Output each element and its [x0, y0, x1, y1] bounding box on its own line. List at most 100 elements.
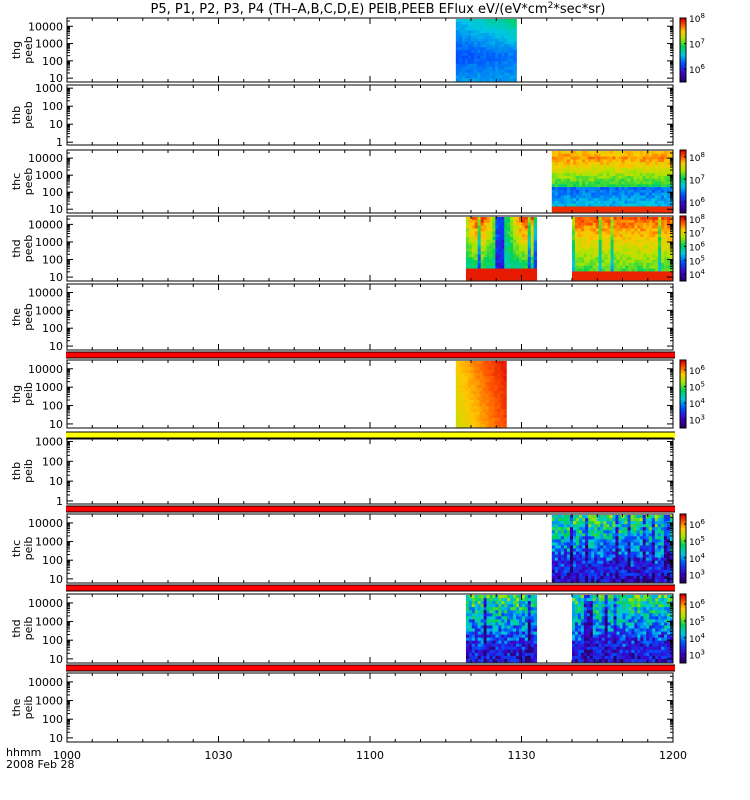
heatmap-cell — [610, 242, 614, 247]
heatmap-cell — [495, 24, 499, 28]
heatmap-cell — [458, 424, 463, 428]
heatmap-cell — [630, 536, 635, 540]
heatmap-cell — [488, 397, 492, 401]
heatmap-cell — [594, 206, 598, 210]
heatmap-cell — [458, 35, 463, 40]
heatmap-cell — [667, 231, 671, 235]
heatmap-cell — [628, 239, 632, 244]
heatmap-cell — [630, 551, 635, 555]
heatmap-cell — [646, 225, 650, 229]
heatmap-cell — [633, 187, 638, 191]
heatmap-cell — [655, 248, 659, 252]
heatmap-cell — [636, 187, 641, 191]
heatmap-cell — [503, 388, 507, 392]
heatmap-cell — [495, 47, 499, 51]
heatmap-cell — [486, 24, 490, 28]
heatmap-cell — [610, 222, 614, 226]
colorbar-tick-exponent: 5 — [700, 254, 704, 262]
heatmap-cell — [657, 563, 662, 568]
colorbar-swatch — [680, 58, 686, 61]
heatmap-cell — [609, 521, 613, 525]
heatmap-cell — [654, 572, 659, 577]
heatmap-cell — [625, 271, 629, 275]
heatmap-cell — [651, 198, 656, 202]
heatmap-cell — [510, 66, 514, 71]
heatmap-cell — [518, 274, 523, 278]
heatmap-cell — [651, 178, 656, 182]
heatmap-cell — [476, 364, 481, 368]
heatmap-cell — [600, 569, 604, 574]
heatmap-cell — [473, 367, 478, 371]
heatmap-cell — [503, 397, 507, 401]
heatmap-cell — [594, 578, 598, 583]
heatmap-cell — [654, 206, 659, 210]
heatmap-cell — [636, 539, 641, 543]
heatmap-cell — [601, 257, 606, 261]
heatmap-cell — [616, 251, 620, 255]
heatmap-cell — [615, 536, 619, 540]
heatmap-cell — [630, 192, 635, 196]
heatmap-cell — [663, 153, 668, 157]
heatmap-cell — [474, 55, 478, 59]
heatmap-cell — [513, 58, 517, 62]
heatmap-cell — [622, 242, 626, 247]
heatmap-cell — [636, 524, 641, 528]
heatmap-cell — [588, 557, 592, 562]
heatmap-cell — [477, 242, 482, 247]
heatmap-cell — [501, 78, 505, 82]
heatmap-cell — [495, 78, 499, 82]
heatmap-cell — [630, 200, 635, 205]
heatmap-cell — [488, 373, 492, 377]
heatmap-cell — [628, 242, 632, 247]
heatmap-cell — [554, 181, 559, 185]
heatmap-cell — [657, 175, 662, 180]
heatmap-cell — [573, 554, 577, 559]
heatmap-cell — [654, 195, 659, 199]
heatmap-cell — [660, 164, 665, 169]
heatmap-cell — [501, 277, 505, 281]
heatmap-cell — [579, 515, 583, 519]
colorbar-tick-exponent: 6 — [700, 364, 705, 372]
heatmap-cell — [504, 27, 508, 31]
heatmap-cell — [554, 545, 559, 549]
heatmap-cell — [477, 268, 482, 272]
heatmap-cell — [464, 47, 469, 51]
heatmap-cell — [627, 515, 631, 519]
heatmap-cell — [489, 55, 493, 59]
heatmap-cell — [513, 257, 517, 261]
heatmap-cell — [495, 271, 499, 275]
heatmap-cell — [471, 66, 475, 71]
heatmap-cell — [573, 533, 577, 537]
heatmap-cell — [498, 50, 502, 54]
heatmap-cell — [586, 257, 591, 261]
heatmap-cell — [625, 251, 629, 255]
heatmap-cell — [521, 268, 526, 272]
heatmap-cell — [489, 38, 493, 42]
heatmap-cell — [507, 19, 511, 23]
heatmap-cell — [455, 418, 460, 422]
heatmap-cell — [560, 524, 565, 528]
heatmap-cell — [577, 274, 582, 278]
heatmap-cell — [604, 237, 609, 241]
heatmap-cell — [498, 35, 502, 40]
heatmap-cell — [654, 175, 659, 180]
colorbar-tick-base: 10 — [689, 216, 701, 226]
heatmap-cell — [492, 72, 496, 76]
heatmap-cell — [660, 542, 665, 546]
heatmap-cell — [658, 217, 662, 221]
heatmap-cell — [501, 41, 505, 45]
heatmap-cell — [604, 277, 609, 281]
heatmap-cell — [633, 159, 638, 163]
heatmap-cell — [480, 24, 484, 28]
heatmap-cell — [628, 257, 632, 261]
heatmap-cell — [480, 27, 484, 31]
heatmap-cell — [654, 200, 659, 205]
heatmap-cell — [580, 237, 585, 241]
heatmap-cell — [610, 257, 614, 261]
heatmap-cell — [585, 515, 589, 519]
heatmap-cell — [609, 192, 613, 196]
heatmap-cell — [498, 242, 502, 247]
heatmap-cell — [597, 203, 601, 207]
heatmap-cell — [474, 75, 478, 79]
heatmap-cell — [633, 545, 638, 549]
